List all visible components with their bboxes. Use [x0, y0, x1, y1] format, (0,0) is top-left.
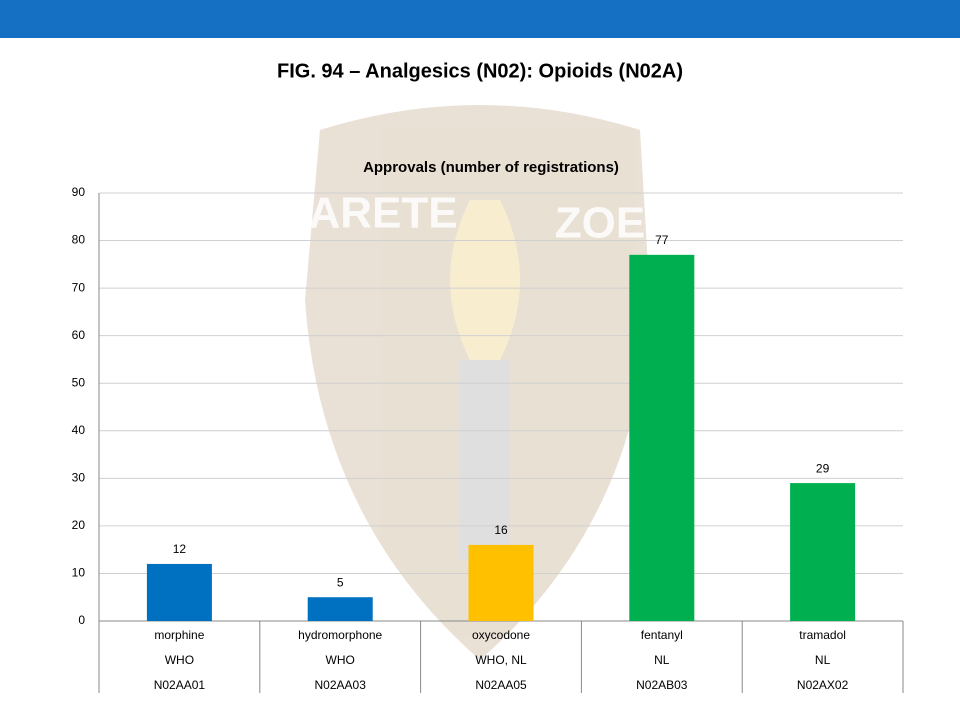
watermark-text: ZOE: [555, 199, 645, 248]
y-tick-label: 50: [72, 375, 86, 389]
value-label: 77: [655, 233, 669, 247]
x-tick-label: morphine: [154, 628, 204, 642]
bar: [146, 563, 212, 621]
x-tick-code: N02AA05: [475, 678, 527, 692]
x-tick-source: WHO: [326, 653, 355, 667]
header-bar: [0, 0, 960, 38]
x-tick-label: fentanyl: [641, 628, 683, 642]
x-tick-code: N02AX02: [797, 678, 849, 692]
y-tick-label: 30: [72, 471, 86, 485]
value-label: 29: [816, 461, 830, 475]
x-tick-label: tramadol: [799, 628, 846, 642]
x-tick-source: WHO, NL: [475, 653, 527, 667]
y-tick-label: 0: [78, 613, 85, 627]
bar: [468, 544, 534, 621]
x-tick-code: N02AA01: [154, 678, 206, 692]
value-label: 12: [173, 542, 187, 556]
value-label: 5: [337, 575, 344, 589]
x-tick-source: NL: [654, 653, 670, 667]
slide-title: FIG. 94 – Analgesics (N02): Opioids (N02…: [277, 60, 683, 82]
x-tick-source: WHO: [165, 653, 194, 667]
x-tick-label: hydromorphone: [298, 628, 382, 642]
bar: [307, 597, 373, 621]
x-tick-label: oxycodone: [472, 628, 530, 642]
watermark-text: ARETE: [308, 189, 457, 238]
y-tick-label: 80: [72, 233, 86, 247]
chart-title: Approvals (number of registrations): [363, 159, 619, 176]
y-tick-label: 20: [72, 518, 86, 532]
value-label: 16: [494, 523, 508, 537]
watermark-shield: [305, 105, 650, 660]
bar: [629, 254, 695, 622]
y-tick-label: 40: [72, 423, 86, 437]
y-tick-label: 10: [72, 566, 86, 580]
y-tick-label: 60: [72, 328, 86, 342]
x-tick-code: N02AB03: [636, 678, 688, 692]
y-tick-label: 70: [72, 280, 86, 294]
y-tick-label: 90: [72, 185, 86, 199]
x-tick-source: NL: [815, 653, 831, 667]
bar: [790, 483, 856, 621]
x-tick-code: N02AA03: [315, 678, 367, 692]
